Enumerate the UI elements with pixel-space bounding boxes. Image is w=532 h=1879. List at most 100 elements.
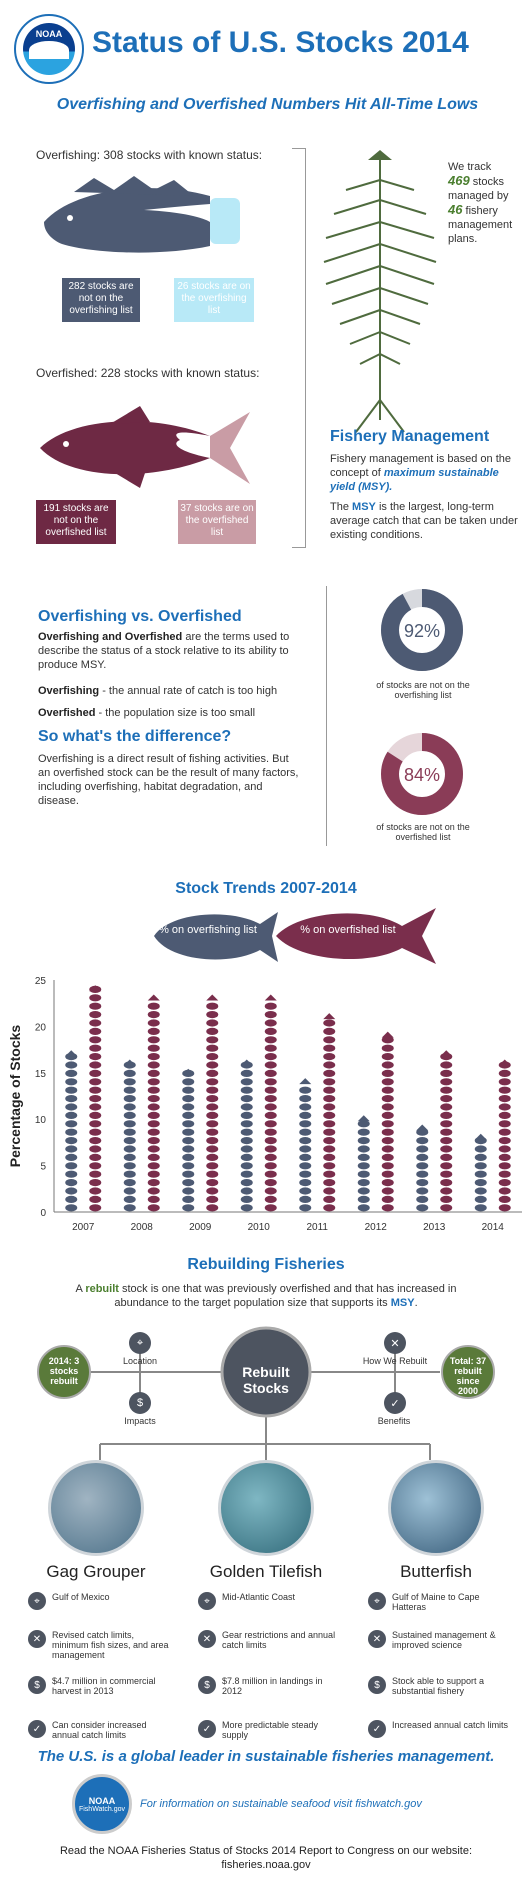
dollar-icon: $ — [129, 1392, 151, 1414]
species-impact: $7.8 million in landings in 2012 — [222, 1676, 323, 1696]
bar-overfished — [323, 1013, 336, 1212]
species-benefit: Increased annual catch limits — [392, 1720, 509, 1730]
fishwatch-badge: NOAA FishWatch.gov — [72, 1774, 132, 1834]
rebuilding-title: Rebuilding Fisheries — [187, 1256, 345, 1273]
donut-overfished-value: 84% — [404, 765, 440, 785]
fm-para2-b: is the largest, long-term average catch … — [330, 501, 518, 541]
fm-msy-definition: maximum sustainable yield (MSY). — [330, 467, 499, 493]
legend-fish-overfishing — [154, 912, 278, 962]
bar-overfished — [147, 994, 160, 1212]
vs-divider — [326, 586, 327, 846]
vs-overfished-def: Overfished - the population size is too … — [38, 706, 318, 720]
node-impacts: Impacts — [124, 1416, 156, 1426]
intro-end: . — [414, 1297, 418, 1309]
tools-icon: ✕ — [368, 1630, 386, 1648]
grouper-silhouette — [44, 176, 240, 253]
bar-overfished — [206, 994, 219, 1212]
y-axis-label: Percentage of Stocks — [7, 1025, 23, 1168]
overfishing-listed-box: 26 stocks are on the overfishing list — [174, 278, 254, 322]
x-tick-label: 2014 — [482, 1222, 505, 1233]
check-icon: ✓ — [28, 1720, 46, 1738]
intro-a: A — [75, 1283, 83, 1295]
footer-bottom-line2[interactable]: fisheries.noaa.gov — [221, 1859, 311, 1871]
species-impact: $4.7 million in commercial harvest in 20… — [52, 1676, 156, 1696]
chart-legend: % on overfishing list % on overfished li… — [154, 908, 436, 964]
section-bracket — [292, 148, 306, 548]
intro-b: stock is one that was previously overfis… — [114, 1283, 457, 1309]
fm-para2-a: The — [330, 501, 349, 513]
species-how: Gear restrictions and annual catch limit… — [222, 1630, 336, 1650]
species-name: Golden Tilefish — [209, 1562, 323, 1581]
bar-overfishing — [182, 1068, 195, 1212]
bar-overfishing — [240, 1059, 253, 1212]
species-location: Gulf of Mexico — [52, 1592, 110, 1602]
vs-def-rest: are the terms used to describe the statu… — [38, 631, 290, 671]
donut-overfishing: 92% — [381, 589, 463, 671]
dollar-icon: $ — [198, 1676, 216, 1694]
stock-trends-chart: 0 5 10 15 20 25 Percentage of Stocks 2007 2008 20… — [7, 976, 522, 1233]
badge-top: NOAA — [88, 1795, 116, 1806]
x-tick-label: 2007 — [72, 1222, 95, 1233]
dollar-icon: $ — [368, 1676, 386, 1694]
vs-definition: Overfishing and Overfished are the terms… — [38, 630, 306, 672]
bar-overfishing — [65, 1050, 78, 1212]
location-icon: ⌖ — [368, 1592, 386, 1610]
y-tick-label: 0 — [40, 1208, 46, 1219]
vs-overfishing-bold: Overfishing — [38, 685, 100, 697]
species-name: Butterfish — [400, 1562, 472, 1581]
check-icon: ✓ — [384, 1392, 406, 1414]
track-line3: fishery management plans. — [448, 205, 513, 245]
vs-title: Overfishing vs. Overfished — [38, 608, 242, 625]
fm-para1-a: Fishery management is based on the conce… — [330, 453, 511, 479]
y-tick-label: 10 — [35, 1115, 47, 1126]
bar-overfishing — [299, 1078, 312, 1212]
vs-overfishing-def: Overfishing - the annual rate of catch i… — [38, 684, 318, 698]
bar-overfished — [440, 1050, 453, 1212]
species-photo — [388, 1460, 484, 1556]
dollar-icon: $ — [28, 1676, 46, 1694]
left-stat: 2014: 3 stocks rebuilt — [48, 1356, 80, 1386]
vs-overfished-rest: - the population size is too small — [98, 707, 256, 719]
location-icon: ⌖ — [28, 1592, 46, 1610]
x-tick-label: 2011 — [306, 1222, 328, 1233]
track-line1: We track — [448, 161, 492, 173]
node-benefits: Benefits — [377, 1416, 411, 1426]
legend-fish-overfished — [276, 908, 436, 964]
bar-overfished — [498, 1059, 511, 1212]
location-icon: ⌖ — [198, 1592, 216, 1610]
species-card: Golden Tilefish ⌖ Mid-Atlantic Coast ✕ Gear … — [180, 1460, 352, 1740]
vs-overfished-bold: Overfished — [38, 707, 96, 719]
footer-bottom: Read the NOAA Fisheries Status of Stocks… — [0, 1844, 532, 1872]
rebuilding-intro: A rebuilt stock is one that was previous… — [66, 1282, 466, 1310]
vs-def-bold: Overfishing and Overfished — [38, 631, 183, 643]
x-tick-label: 2008 — [131, 1222, 154, 1233]
intro-rebuilt: rebuilt — [85, 1283, 119, 1295]
species-benefit: Can consider increased annual catch limi… — [52, 1720, 147, 1740]
x-tick-label: 2010 — [248, 1222, 271, 1233]
legend-label-overfishing: % on overfishing list — [159, 924, 257, 936]
bar-overfishing — [123, 1059, 136, 1212]
page-title: Status of U.S. Stocks 2014 — [92, 26, 469, 59]
bar-overfished — [381, 1031, 394, 1212]
chart-title: Stock Trends 2007-2014 — [175, 880, 357, 897]
donut-overfishing-value: 92% — [404, 621, 440, 641]
vs-overfishing-rest: - the annual rate of catch is too high — [102, 685, 278, 697]
difference-title: So what's the difference? — [38, 728, 232, 745]
badge-bottom: FishWatch.gov — [78, 1805, 126, 1813]
node-how: How We Rebuilt — [362, 1356, 428, 1366]
fishery-management-para1: Fishery management is based on the conce… — [330, 452, 520, 494]
overfished-heading: Overfished: 228 stocks with known status… — [36, 366, 260, 380]
y-tick-label: 5 — [40, 1162, 46, 1173]
species-how: Sustained management & improved science — [392, 1630, 496, 1650]
logo-text: NOAA — [35, 29, 63, 39]
overfished-listed-box: 37 stocks are on the overfished list — [178, 500, 256, 544]
overfishing-heading: Overfishing: 308 stocks with known statu… — [36, 148, 263, 162]
fishwatch-link[interactable]: For information on sustainable seafood v… — [140, 1798, 422, 1810]
overfishing-not-listed-box: 282 stocks are not on the overfishing li… — [62, 278, 140, 322]
rebuilt-hub-label: Rebuilt Stocks — [242, 1364, 290, 1396]
node-location: Location — [122, 1356, 158, 1366]
species-photo — [48, 1460, 144, 1556]
bar-overfished — [264, 994, 277, 1212]
overfished-not-listed-box: 191 stocks are not on the overfished lis… — [36, 500, 116, 544]
check-icon: ✓ — [198, 1720, 216, 1738]
